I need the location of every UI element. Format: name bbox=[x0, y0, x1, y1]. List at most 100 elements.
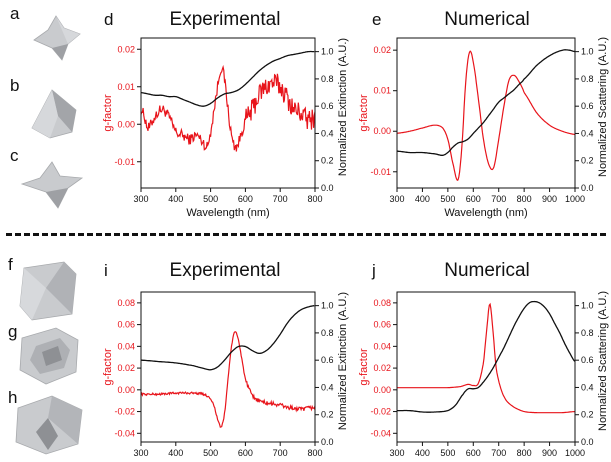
gfactor-line bbox=[397, 50, 575, 181]
y2-tick-label: 0.2 bbox=[321, 156, 334, 166]
y-tick-label: 0.01 bbox=[117, 82, 135, 92]
y-tick-label: 0.02 bbox=[373, 45, 391, 55]
plot-frame bbox=[396, 291, 576, 443]
chart-title: Experimental bbox=[170, 9, 281, 30]
extinction-line bbox=[141, 305, 315, 371]
shape-h-render bbox=[15, 395, 83, 455]
y-tick-label: 0.02 bbox=[117, 44, 135, 54]
chart-panel-e: e Numerical 300 400 500 600 700 800 900 1000 Wavel… bbox=[358, 9, 609, 219]
shape-c-render bbox=[20, 161, 84, 209]
shape-f-render bbox=[19, 261, 77, 321]
plot-frame bbox=[140, 37, 316, 189]
y-tick-label: 0.00 bbox=[117, 385, 135, 395]
x-axis-label: Wavelength (nm) bbox=[444, 207, 527, 219]
y-tick-label: 0.02 bbox=[373, 363, 391, 373]
chart-title: Numerical bbox=[444, 260, 530, 281]
scattering-line bbox=[397, 300, 575, 413]
chart-panel-j: jNumerical3004005006007008009001000Wavel… bbox=[358, 260, 609, 462]
dashed-separator bbox=[6, 233, 606, 236]
x-tick-label: 700 bbox=[491, 448, 506, 458]
y-tick-label: 0.08 bbox=[117, 298, 135, 308]
y-tick-label: -0.04 bbox=[114, 428, 135, 438]
y-tick-label: 0.04 bbox=[117, 341, 135, 351]
chart-panel-d: d Experimental 300 400 500 600 700 800 Wavelengt… bbox=[102, 9, 349, 219]
y-tick-label: 0.01 bbox=[373, 86, 391, 96]
x-tick-label: 400 bbox=[168, 448, 183, 458]
y2-tick-label: 0.6 bbox=[321, 101, 334, 111]
x-tick-label: 700 bbox=[491, 194, 506, 204]
y-tick-label: 0.00 bbox=[373, 385, 391, 395]
y-axis-label: g-factor bbox=[358, 348, 370, 386]
y-tick-label: -0.01 bbox=[114, 157, 135, 167]
x-tick-label: 800 bbox=[517, 194, 532, 204]
y2-tick-label: 0.6 bbox=[581, 355, 594, 365]
x-tick-label: 500 bbox=[440, 194, 455, 204]
x-tick-label: 400 bbox=[415, 194, 430, 204]
y-tick-label: -0.02 bbox=[370, 407, 391, 417]
y2-tick-label: 1.0 bbox=[581, 301, 594, 311]
y2-tick-label: 0.2 bbox=[581, 410, 594, 420]
x-tick-label: 500 bbox=[440, 448, 455, 458]
y2-tick-label: 0.2 bbox=[321, 410, 334, 420]
y2-tick-label: 0.4 bbox=[321, 382, 334, 392]
y-axis-label: g-factor bbox=[102, 348, 114, 386]
gfactor-line bbox=[397, 302, 575, 414]
y2-axis-label: Normalized Extinction (A.U.) bbox=[337, 38, 349, 176]
x-tick-label: 800 bbox=[307, 448, 322, 458]
y2-tick-label: 0.8 bbox=[321, 74, 334, 84]
y2-tick-label: 1.0 bbox=[321, 47, 334, 57]
x-tick-label: 1000 bbox=[565, 448, 585, 458]
y-tick-label: -0.04 bbox=[370, 428, 391, 438]
gfactor-line bbox=[141, 64, 315, 152]
shape-a-render bbox=[33, 15, 81, 61]
y-tick-label: 0.04 bbox=[373, 341, 391, 351]
chart-title: Experimental bbox=[170, 260, 281, 281]
y2-tick-label: 0.8 bbox=[581, 328, 594, 338]
y2-tick-label: 0.0 bbox=[581, 183, 594, 193]
x-axis-label: Wavelength (nm) bbox=[186, 207, 269, 219]
x-tick-label: 600 bbox=[466, 448, 481, 458]
y2-tick-label: 0.4 bbox=[321, 128, 334, 138]
y-tick-label: 0.02 bbox=[117, 363, 135, 373]
x-tick-label: 400 bbox=[415, 448, 430, 458]
panel-letter: d bbox=[104, 10, 113, 29]
y-tick-label: 0.00 bbox=[117, 119, 135, 129]
y2-axis-label: Normalized Extinction (A.U.) bbox=[337, 292, 349, 430]
y2-tick-label: 0.0 bbox=[581, 437, 594, 447]
chart-panel-i: iExperimental300400500600700800Wavelengt… bbox=[102, 260, 349, 462]
y-tick-label: 0.08 bbox=[373, 298, 391, 308]
x-tick-label: 300 bbox=[389, 448, 404, 458]
shape-g-render bbox=[19, 327, 79, 385]
y-tick-label: -0.02 bbox=[114, 407, 135, 417]
shape-label-c: c bbox=[10, 146, 19, 165]
x-tick-label: 400 bbox=[168, 194, 183, 204]
y-axis-label: g-factor bbox=[358, 94, 370, 132]
x-tick-label: 800 bbox=[517, 448, 532, 458]
y2-tick-label: 0.4 bbox=[581, 128, 594, 138]
y2-tick-label: 0.6 bbox=[321, 355, 334, 365]
x-tick-label: 300 bbox=[389, 194, 404, 204]
extinction-line bbox=[141, 50, 315, 107]
y2-tick-label: 0.8 bbox=[321, 328, 334, 338]
shape-label-g: g bbox=[8, 322, 18, 341]
shape-label-b: b bbox=[10, 76, 20, 95]
y-tick-label: -0.01 bbox=[370, 167, 391, 177]
x-tick-label: 700 bbox=[273, 194, 288, 204]
x-tick-label: 500 bbox=[203, 194, 218, 204]
x-tick-label: 500 bbox=[203, 448, 218, 458]
x-tick-label: 600 bbox=[238, 194, 253, 204]
x-tick-label: 900 bbox=[542, 448, 557, 458]
y-tick-label: 0.00 bbox=[373, 126, 391, 136]
y2-tick-label: 0.2 bbox=[581, 156, 594, 166]
x-tick-label: 1000 bbox=[565, 194, 585, 204]
y-tick-label: 0.06 bbox=[117, 320, 135, 330]
y-tick-label: 0.06 bbox=[373, 320, 391, 330]
shape-label-f: f bbox=[8, 255, 13, 274]
chart-title: Numerical bbox=[444, 9, 530, 30]
y2-tick-label: 0.0 bbox=[321, 183, 334, 193]
y2-tick-label: 1.0 bbox=[581, 47, 594, 57]
plot-frame bbox=[396, 37, 576, 189]
x-tick-label: 300 bbox=[133, 194, 148, 204]
